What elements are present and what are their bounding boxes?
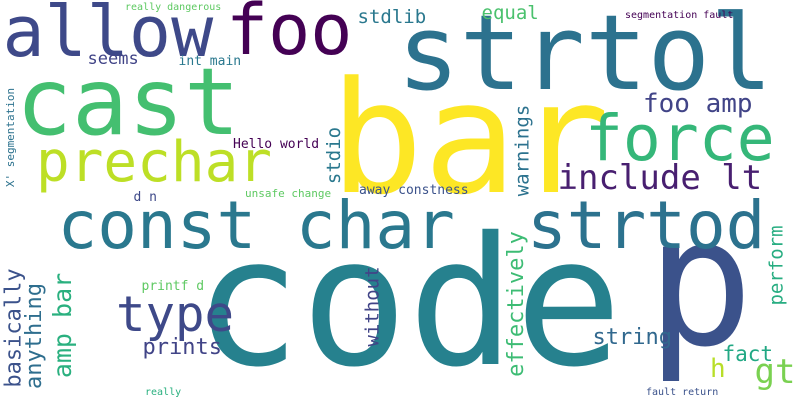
cloud-word-code: code — [193, 199, 623, 400]
cloud-word-anything: anything — [21, 283, 47, 389]
cloud-word-without: without — [361, 265, 384, 347]
cloud-word-unsafe-change: unsafe change — [245, 186, 332, 200]
cloud-word-int-main: int main — [178, 53, 242, 69]
cloud-word-const-char: const char — [57, 187, 455, 264]
cloud-word-include-lt: include lt — [557, 158, 763, 198]
cloud-word-allow: allow — [2, 0, 214, 73]
cloud-word-type: type — [116, 285, 235, 343]
cloud-word-effectively: effectively — [503, 231, 529, 377]
cloud-word-warnings: warnings — [511, 104, 534, 196]
cloud-word-perform: perform — [765, 224, 788, 306]
cloud-word-foo: foo — [226, 0, 353, 71]
cloud-word-strtol: strtol — [397, 0, 773, 114]
cloud-word-bar: bar — [330, 47, 610, 229]
cloud-word-stdio: stdio — [322, 126, 345, 184]
cloud-word-printf-d: printf d — [141, 278, 205, 294]
cloud-word-prechar: prechar — [36, 130, 273, 195]
cloud-word-hello-world: Hello world — [233, 136, 320, 152]
cloud-word-p: p — [646, 179, 754, 386]
cloud-word-segmentation-fault: segmentation fault — [625, 10, 734, 21]
cloud-word-gt: gt — [754, 352, 796, 392]
cloud-word-fact: fact — [722, 341, 774, 366]
cloud-word-force: force — [585, 101, 775, 175]
cloud-word-string: string — [592, 325, 672, 350]
cloud-word-really: really — [145, 387, 182, 398]
cloud-word-h: h — [710, 354, 726, 384]
cloud-word-fault-return: fault return — [646, 387, 719, 398]
cloud-word-cast: cast — [16, 47, 240, 156]
cloud-word-really-dangerous: really dangerous — [125, 2, 222, 13]
cloud-word-equal: equal — [481, 1, 539, 24]
cloud-word-foo-amp: foo amp — [643, 89, 753, 119]
cloud-word-x-segmentation: X' segmentation — [3, 87, 17, 187]
cloud-word-strtod: strtod — [527, 187, 766, 264]
cloud-word-seems: seems — [87, 48, 139, 69]
cloud-word-away-constness: away constness — [359, 182, 469, 198]
cloud-word-stdlib: stdlib — [357, 5, 427, 28]
cloud-word-prints: prints — [142, 335, 222, 360]
cloud-word-amp-bar: amp bar — [47, 272, 77, 378]
cloud-word-d-n: d n — [133, 189, 157, 205]
